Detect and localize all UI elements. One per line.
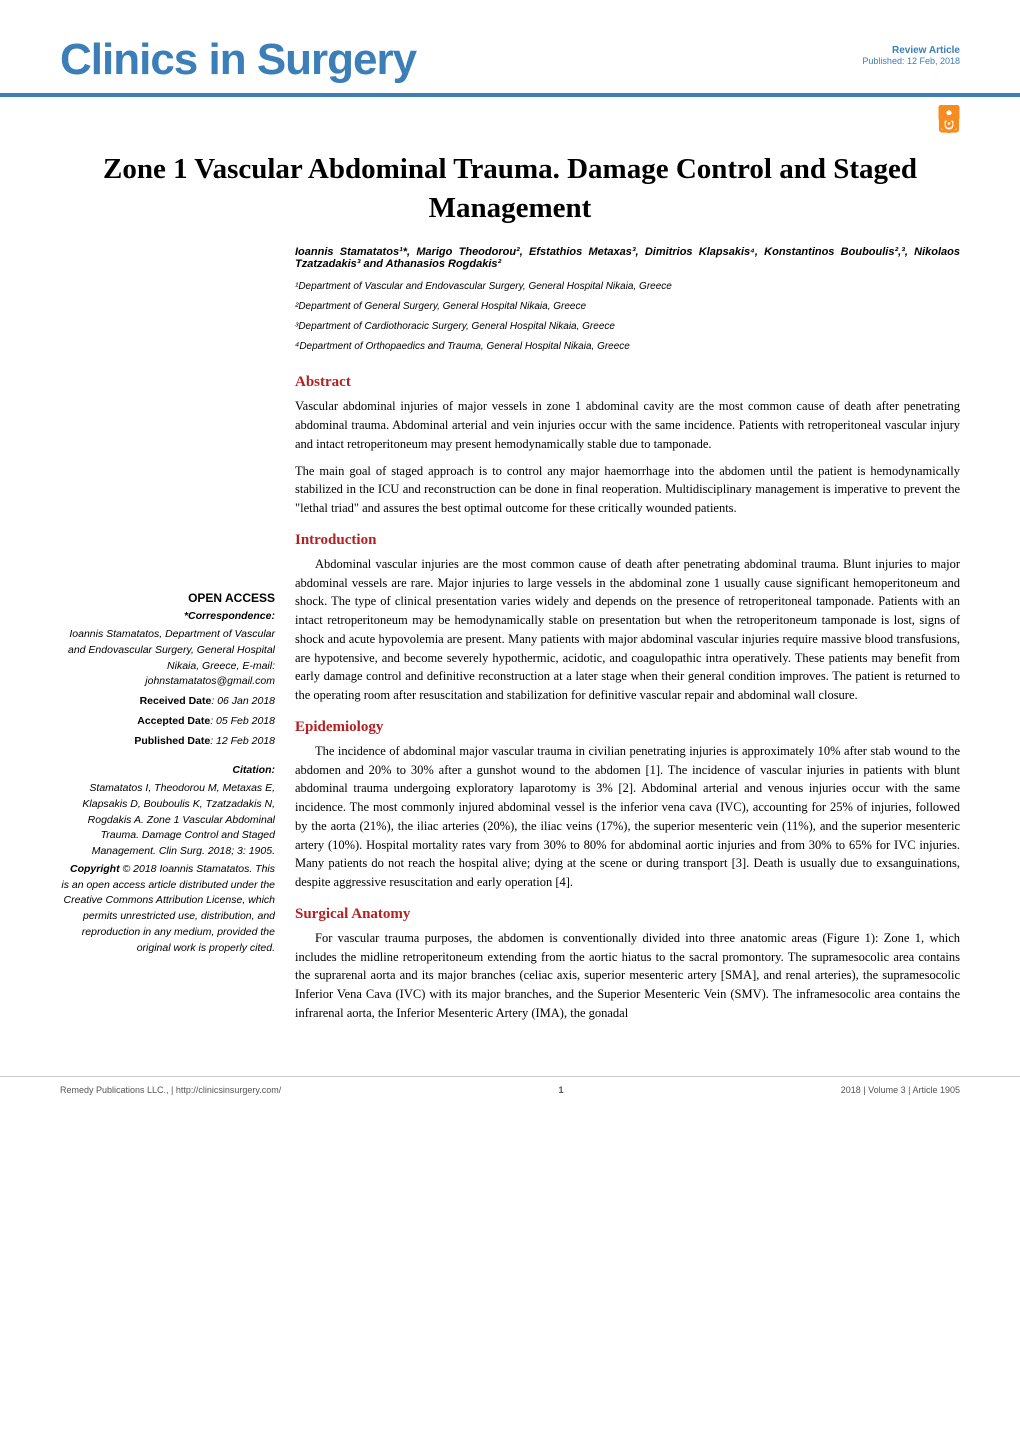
accepted-date: Accepted Date: 05 Feb 2018 — [60, 714, 275, 730]
published-date-header: Published: 12 Feb, 2018 — [862, 56, 960, 66]
accepted-value: : 05 Feb 2018 — [210, 715, 275, 727]
abstract-heading: Abstract — [295, 374, 960, 391]
published-label: Published Date — [134, 735, 210, 747]
affiliation-item: ²Department of General Surgery, General … — [295, 298, 960, 315]
main-content: OPEN ACCESS *Correspondence: Ioannis Sta… — [0, 362, 1020, 1050]
correspondence-text: Ioannis Stamatatos, Department of Vascul… — [60, 627, 275, 690]
article-type: Review Article — [862, 45, 960, 56]
journal-title: Clinics in Surgery — [60, 35, 416, 85]
introduction-paragraph: Abdominal vascular injuries are the most… — [295, 555, 960, 705]
published-date: Published Date: 12 Feb 2018 — [60, 734, 275, 750]
open-access-label: OPEN ACCESS — [60, 589, 275, 607]
affiliation-item: ³Department of Cardiothoracic Surgery, G… — [295, 318, 960, 335]
footer-page-number: 1 — [558, 1085, 563, 1095]
affiliations-list: ¹Department of Vascular and Endovascular… — [0, 278, 1020, 362]
abstract-paragraph: The main goal of staged approach is to c… — [295, 462, 960, 518]
page-footer: Remedy Publications LLC., | http://clini… — [0, 1076, 1020, 1120]
open-access-icon — [0, 97, 1020, 138]
correspondence-label: *Correspondence: — [60, 609, 275, 625]
footer-volume-info: 2018 | Volume 3 | Article 1905 — [841, 1085, 960, 1095]
copyright-text: © 2018 Ioannis Stamatatos. This is an op… — [61, 863, 275, 954]
anatomy-paragraph: For vascular trauma purposes, the abdome… — [295, 929, 960, 1023]
epidemiology-heading: Epidemiology — [295, 719, 960, 736]
introduction-heading: Introduction — [295, 532, 960, 549]
epidemiology-paragraph: The incidence of abdominal major vascula… — [295, 742, 960, 892]
body-column: Abstract Vascular abdominal injuries of … — [295, 374, 960, 1030]
published-value: : 12 Feb 2018 — [210, 735, 275, 747]
accepted-label: Accepted Date — [137, 715, 210, 727]
authors-list: Ioannis Stamatatos¹*, Marigo Theodorou²,… — [0, 246, 1020, 278]
lock-open-icon — [938, 105, 960, 133]
article-title: Zone 1 Vascular Abdominal Trauma. Damage… — [0, 138, 1020, 246]
copyright-block: Copyright © 2018 Ioannis Stamatatos. Thi… — [60, 862, 275, 957]
citation-label: Citation: — [60, 763, 275, 779]
header-meta: Review Article Published: 12 Feb, 2018 — [862, 35, 960, 66]
page-header: Clinics in Surgery Review Article Publis… — [0, 0, 1020, 97]
received-label: Received Date — [140, 695, 212, 707]
affiliation-item: ⁴Department of Orthopaedics and Trauma, … — [295, 338, 960, 355]
footer-publisher: Remedy Publications LLC., | http://clini… — [60, 1085, 281, 1095]
sidebar: OPEN ACCESS *Correspondence: Ioannis Sta… — [60, 374, 295, 1030]
copyright-label: Copyright — [70, 863, 120, 875]
abstract-paragraph: Vascular abdominal injuries of major ves… — [295, 397, 960, 453]
citation-text: Stamatatos I, Theodorou M, Metaxas E, Kl… — [60, 781, 275, 860]
received-value: : 06 Jan 2018 — [211, 695, 275, 707]
received-date: Received Date: 06 Jan 2018 — [60, 694, 275, 710]
anatomy-heading: Surgical Anatomy — [295, 906, 960, 923]
affiliation-item: ¹Department of Vascular and Endovascular… — [295, 278, 960, 295]
